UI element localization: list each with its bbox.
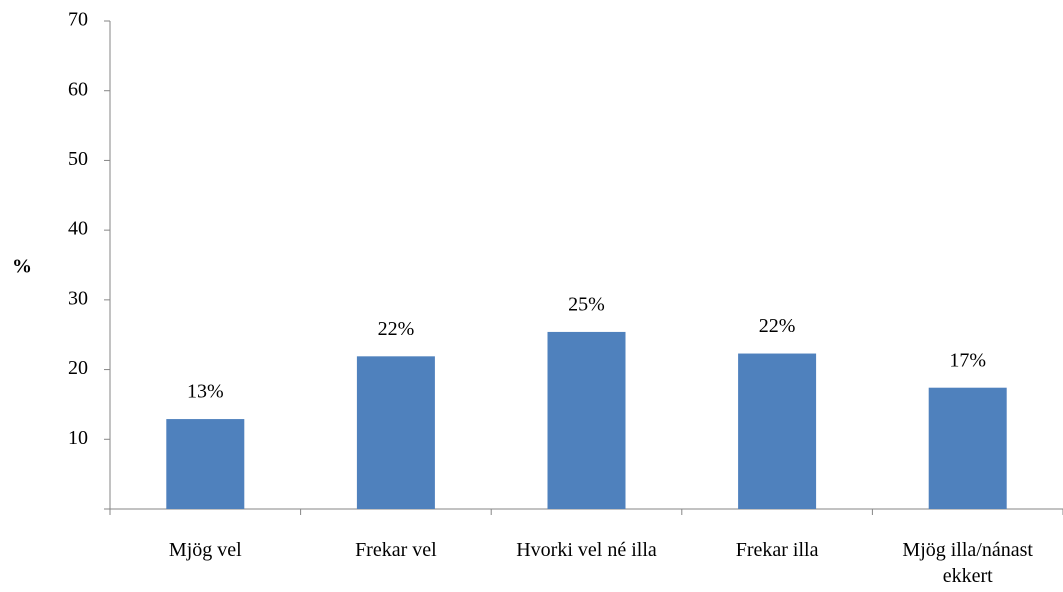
y-axis-label: % [12, 256, 32, 278]
y-tick-label: 60 [68, 78, 88, 100]
data-label: 17% [949, 349, 986, 371]
x-tick-label: Mjög vel [168, 539, 242, 561]
y-tick-label: 20 [68, 357, 88, 379]
bar [356, 356, 435, 509]
x-tick-label: Frekar illa [735, 539, 819, 561]
x-tick-label: Mjög illa/nánast ekkert [902, 539, 1033, 587]
x-tick-label: Hvorki vel né illa [516, 539, 657, 561]
data-label: 22% [759, 315, 796, 337]
y-tick-label: 50 [68, 148, 88, 170]
bar [166, 419, 245, 509]
y-tick-label: 70 [68, 9, 88, 31]
y-tick-label: 10 [68, 427, 88, 449]
data-label: 13% [187, 381, 224, 403]
x-tick-label: Frekar vel [355, 539, 437, 561]
y-tick-label: 40 [68, 218, 88, 240]
bar [928, 387, 1007, 509]
data-label: 25% [568, 294, 605, 316]
bar [738, 353, 817, 509]
bar [547, 331, 626, 509]
data-label: 22% [378, 318, 415, 340]
y-tick-label: 30 [68, 287, 88, 309]
